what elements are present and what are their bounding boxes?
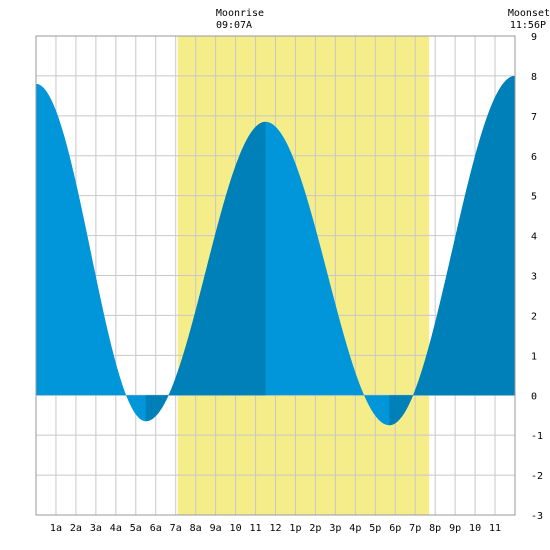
tide-area (36, 75, 515, 426)
x-tick-label: 6a (150, 523, 162, 534)
x-tick-label: 10 (469, 523, 481, 534)
x-tick-label: 3p (329, 523, 341, 534)
y-tick-label: 0 (531, 391, 537, 402)
y-tick-label: -1 (531, 431, 543, 442)
tide-area-rising (145, 121, 266, 422)
y-tick-label: 3 (531, 272, 537, 283)
tide-area-rising (389, 75, 515, 426)
moonrise-label: Moonrise (216, 8, 264, 19)
x-tick-label: 4p (349, 523, 361, 534)
y-tick-label: 5 (531, 192, 537, 203)
y-tick-label: 4 (531, 232, 537, 243)
y-tick-label: -2 (531, 471, 543, 482)
x-tick-label: 11 (250, 523, 262, 534)
x-tick-label: 1p (289, 523, 301, 534)
y-tick-label: 7 (531, 112, 537, 123)
moonset-time: 11:56P (510, 20, 546, 31)
x-tick-label: 9p (449, 523, 461, 534)
x-tick-label: 10 (230, 523, 242, 534)
x-tick-label: 2a (70, 523, 82, 534)
y-tick-label: 8 (531, 72, 537, 83)
y-tick-label: 9 (531, 32, 537, 43)
x-tick-label: 5a (130, 523, 142, 534)
moonrise-time: 09:07A (216, 20, 252, 31)
y-tick-label: 1 (531, 351, 537, 362)
x-tick-label: 2p (309, 523, 321, 534)
x-tick-label: 3a (90, 523, 102, 534)
x-tick-label: 4a (110, 523, 122, 534)
y-tick-label: -3 (531, 511, 543, 522)
x-tick-label: 6p (389, 523, 401, 534)
x-tick-label: 7p (409, 523, 421, 534)
plot-border (35, 35, 516, 516)
x-tick-label: 5p (369, 523, 381, 534)
x-tick-label: 1a (50, 523, 62, 534)
y-tick-label: 6 (531, 152, 537, 163)
x-tick-label: 11 (489, 523, 501, 534)
x-tick-label: 8a (190, 523, 202, 534)
moonset-label: Moonset (508, 8, 550, 19)
x-tick-label: 12 (269, 523, 281, 534)
x-tick-label: 9a (210, 523, 222, 534)
x-tick-label: 8p (429, 523, 441, 534)
y-tick-label: 2 (531, 311, 537, 322)
x-tick-label: 7a (170, 523, 182, 534)
